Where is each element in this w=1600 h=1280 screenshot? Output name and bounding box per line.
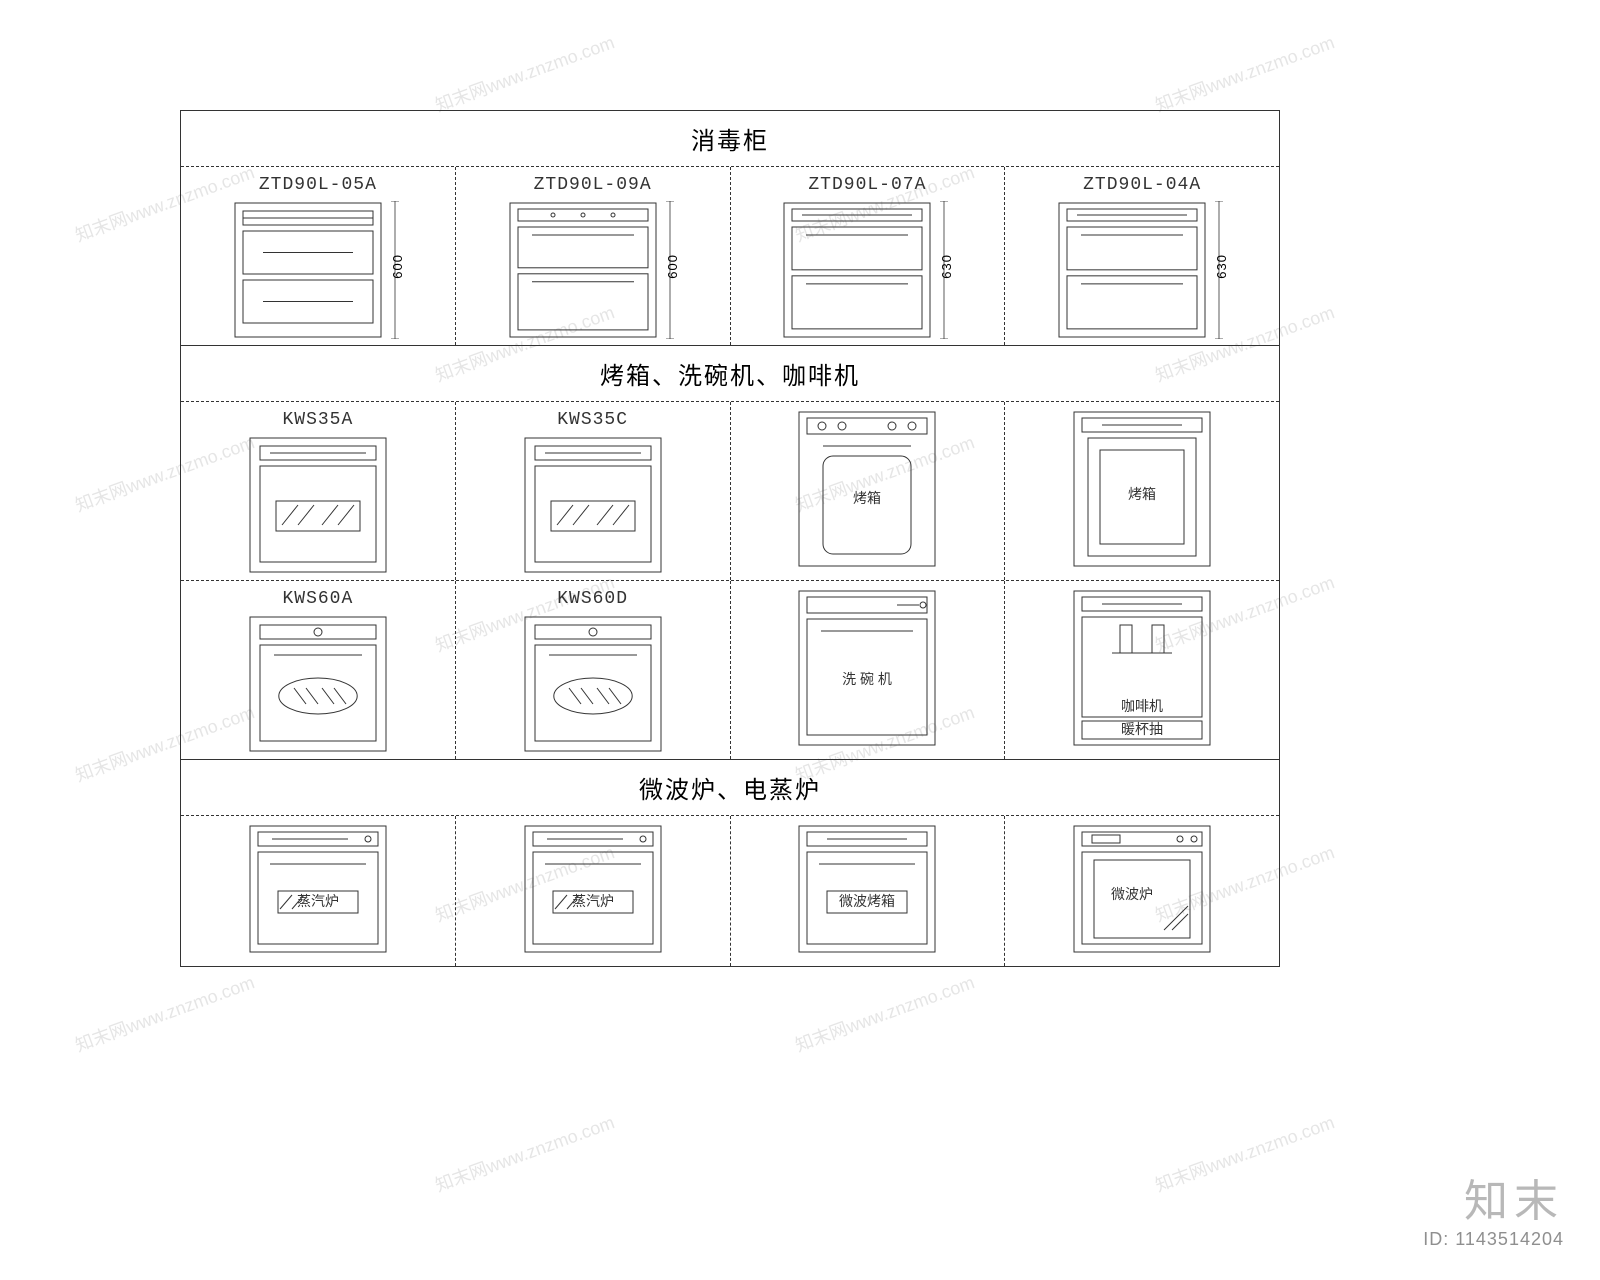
footer-brand-name: 知末 [1423, 1165, 1564, 1229]
model-label: KWS35C [557, 410, 628, 430]
appliance-cell: 微波烤箱 [731, 816, 1006, 966]
dimension-value: 600 [390, 254, 405, 279]
appliance-icon: 600 [233, 201, 403, 339]
svg-text:暖杯抽: 暖杯抽 [1121, 721, 1163, 737]
appliance-cell: ZTD90L-04A 630 [1005, 167, 1279, 345]
model-label: KWS60A [282, 589, 353, 609]
watermark-text: 知末网www.znzmo.com [1151, 1108, 1338, 1197]
svg-text:微波炉: 微波炉 [1111, 886, 1153, 902]
appliance-cell: KWS35C [456, 402, 731, 580]
model-label: ZTD90L-05A [259, 175, 377, 195]
section-title-oven: 烤箱、洗碗机、咖啡机 [181, 346, 1279, 402]
oven-row-1: KWS35A KWS35C 烤箱 烤箱 [181, 402, 1279, 581]
appliance-cell: KWS60D [456, 581, 731, 759]
watermark-text: 知末网www.znzmo.com [71, 968, 258, 1057]
model-label: ZTD90L-04A [1083, 175, 1201, 195]
model-label: ZTD90L-07A [808, 175, 926, 195]
section-title-sterilizer: 消毒柜 [181, 111, 1279, 167]
appliance-icon: 600 [508, 201, 678, 339]
appliance-icon: 微波烤箱 [797, 824, 937, 954]
appliance-cell: 微波炉 [1005, 816, 1279, 966]
model-label: KWS60D [557, 589, 628, 609]
appliance-cell: 洗 碗 机 [731, 581, 1006, 759]
appliance-cell: 咖啡机暖杯抽 [1005, 581, 1279, 759]
watermark-text: 知末网www.znzmo.com [791, 968, 978, 1057]
footer-id: ID: 1143514204 [1423, 1229, 1564, 1250]
svg-text:咖啡机: 咖啡机 [1121, 698, 1163, 714]
svg-text:微波烤箱: 微波烤箱 [839, 893, 895, 909]
svg-text:洗 碗 机: 洗 碗 机 [842, 671, 892, 687]
svg-text:烤箱: 烤箱 [853, 490, 881, 506]
watermark-text: 知末网www.znzmo.com [431, 28, 618, 117]
appliance-icon: 蒸汽炉 [248, 824, 388, 954]
svg-text:烤箱: 烤箱 [1128, 486, 1156, 502]
appliance-cell: 烤箱 [1005, 402, 1279, 580]
appliance-icon: 咖啡机暖杯抽 [1072, 589, 1212, 747]
appliance-cell: ZTD90L-05A 600 [181, 167, 456, 345]
appliance-icon: 洗 碗 机 [797, 589, 937, 747]
appliance-cell: KWS35A [181, 402, 456, 580]
appliance-catalog: 消毒柜 ZTD90L-05A 600 ZTD90L-09A 600 ZTD90L-07A… [180, 110, 1280, 967]
dimension-value: 600 [665, 254, 680, 279]
appliance-icon: 烤箱 [797, 410, 937, 568]
appliance-icon: 蒸汽炉 [523, 824, 663, 954]
watermark-text: 知末网www.znzmo.com [431, 1108, 618, 1197]
appliance-icon: 烤箱 [1072, 410, 1212, 568]
appliance-cell: ZTD90L-07A 630 [731, 167, 1006, 345]
appliance-icon [248, 615, 388, 753]
appliance-cell: 蒸汽炉 [181, 816, 456, 966]
appliance-cell: 烤箱 [731, 402, 1006, 580]
model-label: KWS35A [282, 410, 353, 430]
appliance-icon: 630 [1057, 201, 1227, 339]
section-title-microwave: 微波炉、电蒸炉 [181, 760, 1279, 816]
appliance-cell: KWS60A [181, 581, 456, 759]
dimension-value: 630 [939, 254, 954, 279]
appliance-icon: 630 [782, 201, 952, 339]
footer-brand: 知末 ID: 1143514204 [1423, 1165, 1564, 1250]
oven-row-2: KWS60AKWS60D洗 碗 机咖啡机暖杯抽 [181, 581, 1279, 760]
appliance-cell: 蒸汽炉 [456, 816, 731, 966]
appliance-icon [248, 436, 388, 574]
appliance-icon [523, 615, 663, 753]
appliance-cell: ZTD90L-09A 600 [456, 167, 731, 345]
appliance-icon: 微波炉 [1072, 824, 1212, 954]
sterilizer-row: ZTD90L-05A600ZTD90L-09A600ZTD90L-07A630Z… [181, 167, 1279, 346]
microwave-row: 蒸汽炉 蒸汽炉微波烤箱 微波炉 [181, 816, 1279, 966]
appliance-icon [523, 436, 663, 574]
model-label: ZTD90L-09A [534, 175, 652, 195]
dimension-value: 630 [1214, 254, 1229, 279]
watermark-text: 知末网www.znzmo.com [1151, 28, 1338, 117]
